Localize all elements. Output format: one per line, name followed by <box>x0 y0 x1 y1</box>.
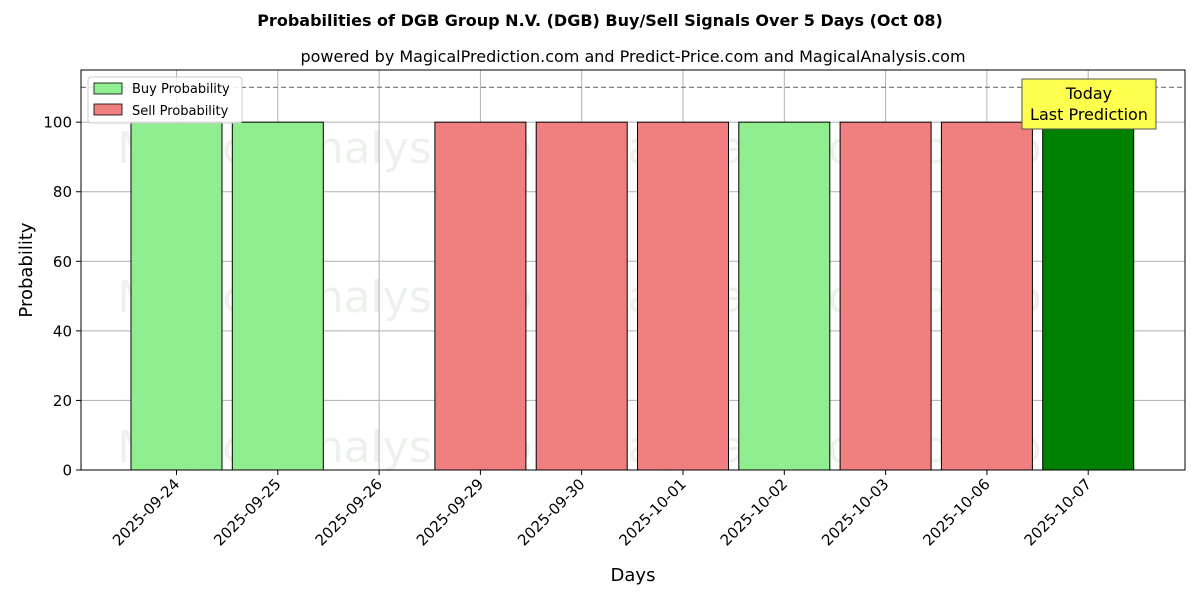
bar-sell-2025-10-06 <box>940 121 1033 471</box>
legend-swatch-buy <box>93 82 123 95</box>
today-annotation-box <box>1021 78 1157 130</box>
bar-sell-2025-10-03 <box>839 121 932 471</box>
y-tick-label: 20 <box>53 392 72 410</box>
y-axis-label: Probability <box>16 222 37 317</box>
x-tick-label: 2025-10-06 <box>919 475 993 549</box>
legend-box <box>87 76 243 124</box>
x-tick-label: 2025-09-25 <box>210 475 284 549</box>
today-label: Today <box>1065 84 1112 103</box>
bar-buy-2025-09-24 <box>130 121 223 471</box>
bar-sell-2025-09-29 <box>434 121 527 471</box>
y-axis-ticks: 0 20 40 60 80 100 <box>43 114 81 480</box>
x-tick-label: 2025-10-01 <box>615 475 689 549</box>
last-prediction-label: Last Prediction <box>1030 105 1148 124</box>
x-tick-label: 2025-09-29 <box>413 475 487 549</box>
x-tick-label: 2025-10-03 <box>818 475 892 549</box>
x-axis-ticks: 2025-09-24 2025-09-25 2025-09-26 2025-09-29… <box>109 470 1095 549</box>
bar-sell-2025-10-01 <box>637 121 729 471</box>
x-tick-label: 2025-09-26 <box>312 475 386 549</box>
chart-title: Probabilities of DGB Group N.V. (DGB) Bu… <box>257 11 943 30</box>
chart-subtitle: powered by MagicalPrediction.com and Pre… <box>300 47 965 66</box>
y-tick-label: 60 <box>53 253 72 271</box>
bars <box>130 121 1135 471</box>
x-tick-label: 2025-09-30 <box>514 475 588 549</box>
legend-label-buy: Buy Probability <box>132 82 230 97</box>
x-axis-label: Days <box>611 565 656 586</box>
y-tick-label: 80 <box>53 183 72 201</box>
bar-buy-2025-10-02 <box>738 121 831 471</box>
plot-frame <box>80 69 1186 471</box>
bar-buy-2025-10-07 <box>1042 121 1135 471</box>
y-tick-label: 100 <box>43 114 72 132</box>
x-tick-label: 2025-10-02 <box>717 475 791 549</box>
today-annotation: Today Last Prediction <box>1021 78 1157 130</box>
y-tick-label: 0 <box>62 462 72 480</box>
bar-sell-2025-09-30 <box>535 121 628 471</box>
legend-label-sell: Sell Probability <box>132 104 229 119</box>
bar-buy-2025-09-25 <box>231 121 324 471</box>
y-tick-label: 40 <box>53 322 72 340</box>
legend: Buy Probability Sell Probability <box>87 76 243 124</box>
legend-swatch-sell <box>93 103 123 116</box>
x-tick-label: 2025-10-07 <box>1021 475 1095 549</box>
x-tick-label: 2025-09-24 <box>109 475 183 549</box>
